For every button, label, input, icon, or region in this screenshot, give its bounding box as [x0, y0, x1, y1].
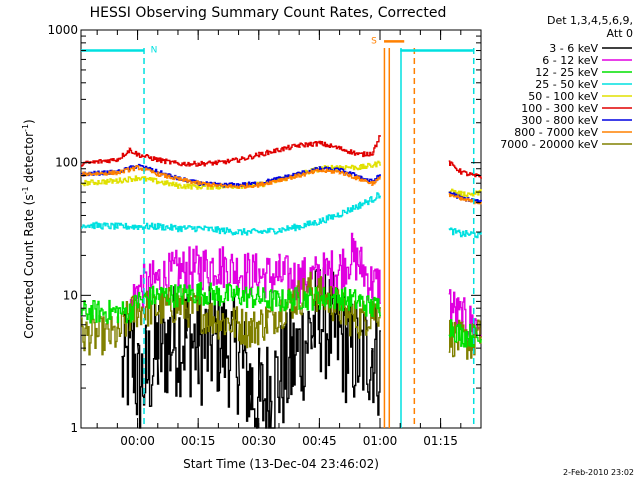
series-line — [81, 135, 381, 167]
legend-header-line2: Att 0 — [607, 27, 633, 40]
x-tick-label: 00:30 — [241, 434, 276, 448]
x-tick-label: 00:00 — [120, 434, 155, 448]
legend-label: 3 - 6 keV — [549, 42, 598, 55]
series-line — [81, 271, 381, 356]
legend-label: 25 - 50 keV — [535, 78, 598, 91]
y-axis-label-superscript: -1 — [21, 186, 30, 194]
series-line — [129, 232, 381, 320]
legend-label: 50 - 100 keV — [528, 90, 598, 103]
series-line — [448, 160, 482, 179]
series-line — [448, 193, 482, 205]
plot-area: NS — [80, 29, 482, 429]
footer-date: 2-Feb-2010 23:02 — [563, 468, 634, 477]
legend-label: 6 - 12 keV — [542, 54, 598, 67]
series-line — [448, 319, 482, 348]
series-layer — [81, 135, 482, 429]
x-tick-label: 01:00 — [363, 434, 398, 448]
y-axis-label-superscript: -1 — [21, 124, 30, 132]
status-layer: NS — [81, 36, 473, 56]
series-line — [81, 165, 381, 189]
y-axis-label-part: ) — [22, 119, 36, 124]
y-tick-label: 10 — [63, 288, 78, 302]
y-axis-label-part: detector — [22, 132, 36, 187]
x-axis-label: Start Time (13-Dec-04 23:46:02) — [183, 457, 379, 471]
y-axis-label-part: Corrected Count Rate (s — [22, 194, 36, 338]
series-line — [81, 281, 381, 324]
plot-frame — [80, 29, 482, 429]
legend-label: 300 - 800 keV — [521, 114, 598, 127]
y-axis-label: Corrected Count Rate (s-1 detector-1) — [21, 119, 36, 338]
y-tick-label: 1000 — [47, 23, 78, 37]
y-tick-label: 100 — [55, 156, 78, 170]
legend-label: 800 - 7000 keV — [514, 126, 598, 139]
series-line — [448, 227, 482, 239]
legend-label: 7000 - 20000 keV — [500, 138, 598, 151]
series-line — [81, 163, 381, 188]
x-axis: 00:00 00:15 00:30 00:45 01:00 01:15 — [96, 30, 482, 448]
x-tick-label: 00:15 — [181, 434, 216, 448]
x-tick-label: 00:45 — [302, 434, 337, 448]
series-line — [81, 160, 381, 190]
y-axis: 1 10 100 1000 — [47, 23, 481, 435]
legend-header-line1: Det 1,3,4,5,6,9, — [547, 14, 633, 27]
legend-label: 100 - 300 keV — [521, 102, 598, 115]
status-bar-label: S — [371, 36, 377, 46]
series-line — [81, 192, 381, 236]
series-line — [448, 289, 482, 343]
x-tick-label: 01:15 — [423, 434, 458, 448]
y-tick-label: 1 — [70, 421, 78, 435]
chart-title: HESSI Observing Summary Count Rates, Cor… — [90, 5, 447, 21]
legend-label: 12 - 25 keV — [535, 66, 598, 79]
status-bar-label: N — [151, 46, 158, 56]
marker-layer — [143, 48, 475, 428]
series-line — [448, 188, 482, 198]
